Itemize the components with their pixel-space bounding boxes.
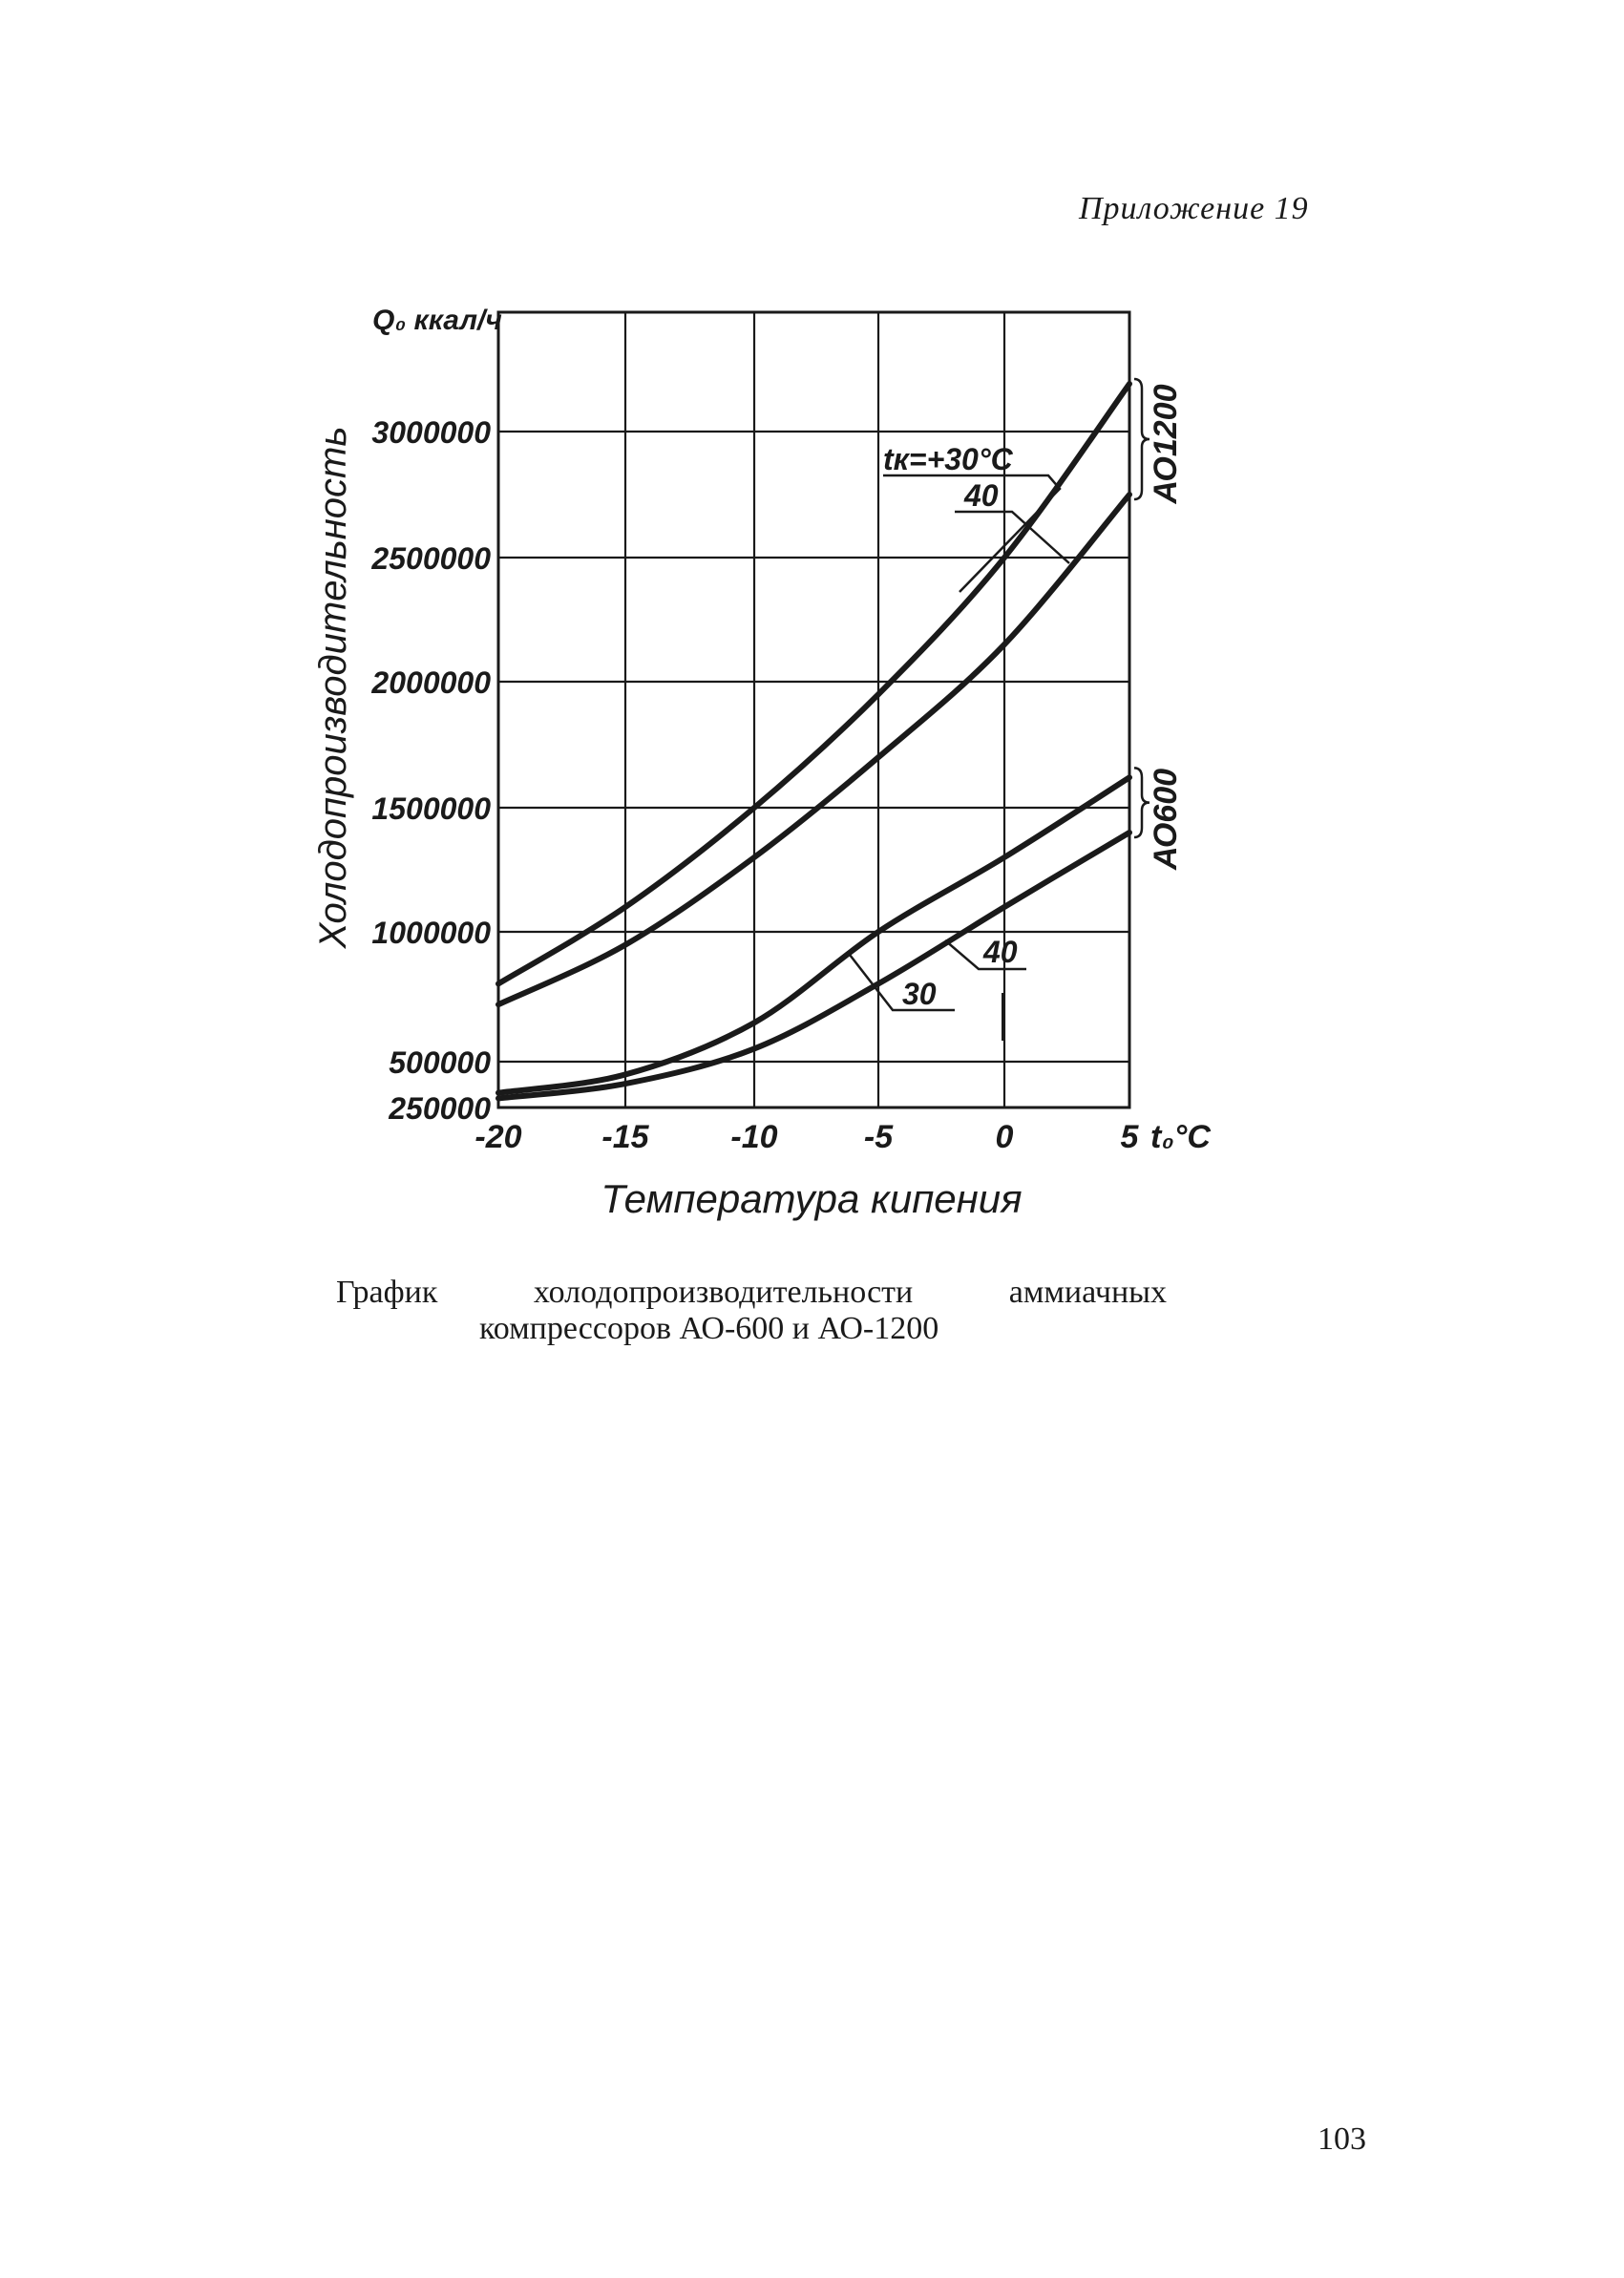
- y-tick-label: 1500000: [371, 791, 491, 826]
- y-tick-label: 2500000: [370, 541, 491, 576]
- caption-word-2: холодопроизводительности: [533, 1275, 914, 1310]
- series-label-AO1200_30: tк=+30°C: [883, 442, 1014, 476]
- x-tick-label: -10: [730, 1119, 777, 1155]
- appendix-label: Приложение 19: [1079, 191, 1309, 226]
- group-brace-AO600: [1133, 767, 1150, 839]
- leader-line-AO600_40: [944, 939, 1026, 971]
- y-tick-label: 2000000: [370, 665, 491, 700]
- y-tick-label: 3000000: [371, 415, 491, 450]
- series-line-AO1200_40: [496, 492, 1132, 1008]
- x-tick-label: -5: [864, 1119, 894, 1155]
- figure-caption: График холодопроизводительности аммиачны…: [336, 1275, 1167, 1347]
- x-axis-title: Температура кипения: [601, 1176, 1022, 1221]
- series-line-AO1200_30: [496, 381, 1132, 987]
- series-label-AO600_40: 40: [982, 935, 1018, 969]
- leader-line-AO1200_40: [955, 510, 1070, 564]
- group-label-AO1200: АО1200: [1148, 384, 1184, 504]
- caption-word-1: График: [336, 1275, 438, 1310]
- chart-svg: 250000 500000 1000000 1500000 2000000 2500000…: [312, 305, 1211, 1221]
- y-tick-label: 250000: [388, 1091, 491, 1126]
- chart: 250000 500000 1000000 1500000 2000000 2500000…: [312, 305, 1211, 1221]
- x-tick-label: 5: [1121, 1119, 1140, 1155]
- caption-line-2: компрессоров АО-600 и АО-1200: [479, 1311, 939, 1346]
- y-unit-label: Q₀ ккал/ч: [372, 305, 502, 336]
- group-label-AO600: АО600: [1148, 769, 1184, 871]
- y-tick-label: 500000: [389, 1045, 491, 1080]
- plot-frame: [496, 310, 1131, 1109]
- page-number: 103: [1318, 2121, 1366, 2157]
- x-tick-label: -15: [601, 1119, 649, 1155]
- group-brace-AO1200: [1133, 377, 1150, 501]
- x-tick-label: 0: [996, 1119, 1014, 1155]
- x-unit-label: t₀°C: [1150, 1119, 1211, 1155]
- x-tick-label: -20: [475, 1119, 521, 1155]
- y-axis-title: Холодопроизводительность: [312, 427, 354, 950]
- y-tick-label: 1000000: [371, 916, 491, 950]
- caption-word-3: аммиачных: [1008, 1275, 1167, 1310]
- series-line-AO600_40: [496, 830, 1132, 1102]
- leader-line-AO600_30: [849, 954, 955, 1012]
- series-label-AO1200_40: 40: [963, 478, 999, 513]
- series-line-AO600_30: [496, 774, 1132, 1096]
- series-label-AO600_30: 30: [902, 977, 937, 1011]
- leader-line-AO1200_30: [883, 474, 1062, 593]
